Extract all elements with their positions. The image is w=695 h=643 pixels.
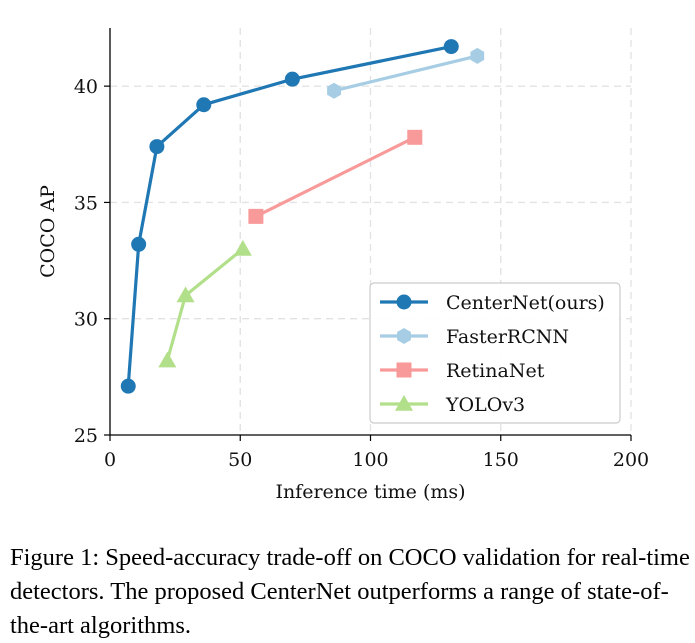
y-tick-label: 40 (74, 76, 98, 98)
series-line (333, 54, 478, 93)
data-point (158, 351, 177, 368)
data-point (120, 378, 136, 394)
y-tick-label: 25 (74, 425, 98, 447)
speed-accuracy-chart: 0 50 100 150 200 25 30 35 40 Inference time (ms) C… (37, 28, 649, 503)
legend-label: RetinaNet (446, 360, 545, 382)
data-point (233, 239, 252, 256)
x-tick-label: 0 (104, 449, 116, 471)
legend-marker (397, 328, 411, 344)
x-tick-label: 150 (483, 449, 519, 471)
chart-canvas: 0 50 100 150 200 25 30 35 40 Inference time (ms) C… (37, 28, 649, 503)
x-axis-label: Inference time (ms) (275, 481, 465, 503)
x-tick-label: 200 (613, 449, 649, 471)
data-point (407, 129, 423, 145)
data-point (196, 97, 212, 113)
y-tick-label: 30 (74, 309, 98, 331)
legend-label: CenterNet(ours) (446, 292, 605, 314)
x-tick-label: 50 (228, 449, 252, 471)
series-fasterrcnn (327, 47, 485, 99)
legend-marker (396, 362, 412, 378)
legend-label: YOLOv3 (445, 394, 525, 416)
legend: CenterNet(ours) FasterRCNN RetinaNet YOLOv3 (369, 282, 621, 424)
figure-caption: Figure 1: Speed-accuracy trade-off on CO… (10, 543, 690, 639)
y-tick-label: 35 (74, 192, 98, 214)
series-line (255, 135, 416, 218)
legend-marker (395, 395, 413, 411)
data-point (131, 236, 147, 252)
data-point (443, 39, 459, 55)
series-yolov3 (158, 239, 252, 368)
x-tick-label: 100 (352, 449, 388, 471)
data-point (470, 47, 485, 64)
series-retinanet (248, 129, 423, 224)
series-line (126, 45, 452, 387)
legend-marker (396, 294, 412, 310)
legend-label: FasterRCNN (446, 326, 569, 348)
data-point (327, 82, 341, 99)
series-centernet-ours- (120, 39, 459, 394)
series-line (165, 247, 244, 362)
y-axis-label: COCO AP (37, 185, 59, 278)
data-point (284, 71, 300, 87)
data-point (176, 286, 195, 303)
legend-frame (369, 282, 621, 424)
data-point (248, 208, 264, 224)
data-point (149, 139, 165, 155)
